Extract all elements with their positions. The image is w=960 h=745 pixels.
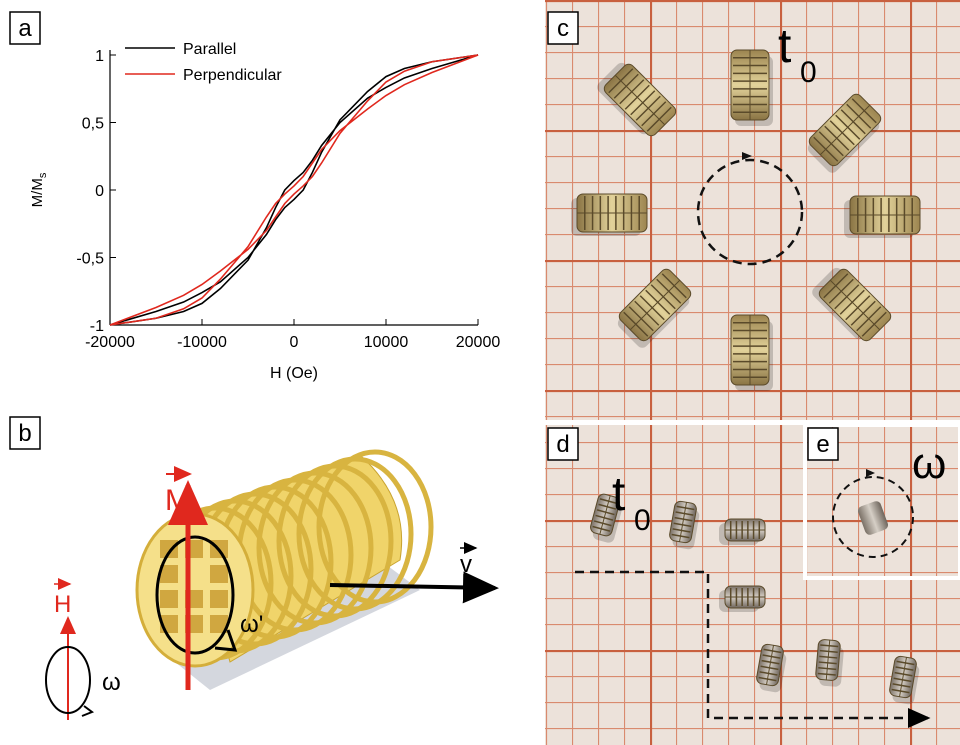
legend-label: Perpendicular [183, 67, 282, 84]
panel-labels: a b c d e [9, 11, 839, 461]
y-tick-label: -1 [90, 318, 104, 335]
cylinder [590, 493, 622, 543]
panel-label: d [556, 431, 569, 458]
panel-label: a [18, 15, 32, 42]
hysteresis-curve [109, 54, 479, 326]
panel-label-box [547, 11, 579, 45]
x-axis-label: H (Oe) [270, 365, 318, 382]
field-label: H [54, 591, 71, 618]
x-tick-label: -10000 [177, 334, 227, 351]
y-axis-label-sub: s [37, 172, 49, 178]
x-tick-label: -20000 [85, 334, 135, 351]
y-tick-label: -0,5 [76, 251, 104, 268]
cylinder [844, 195, 921, 238]
cylinder [889, 655, 920, 705]
magnetization-label: M [165, 484, 190, 517]
cylinder [669, 500, 700, 550]
photo-c: t 0 [545, 0, 960, 420]
time-label: t [612, 468, 625, 521]
diagram-b: M ω' v H ω [45, 449, 499, 720]
cylinder [571, 193, 648, 236]
cylinder [617, 268, 692, 348]
omega-prime-label: ω' [240, 611, 263, 638]
panel-label-box [9, 416, 41, 450]
omega-label: ω [912, 439, 946, 488]
time-label: t [778, 20, 791, 73]
cylinder [815, 639, 844, 687]
x-tick-label: 0 [290, 334, 299, 351]
cylinder [730, 314, 773, 391]
x-tick-label: 10000 [364, 334, 409, 351]
panel-label-box [807, 427, 839, 461]
time-subscript: 0 [800, 56, 817, 89]
cylinder [730, 49, 773, 126]
y-tick-label: 0,5 [82, 116, 104, 133]
panel-label-box [9, 11, 41, 45]
panel-label: c [557, 15, 569, 42]
cylinder [719, 518, 766, 545]
panel-label-box [547, 427, 579, 461]
chart: -1 -0,5 0 0,5 1 -20000 -10000 0 10000 20000 H (Oe)… [29, 41, 500, 382]
hysteresis-curve [109, 54, 479, 326]
panel-label: b [18, 420, 31, 447]
cylinder [756, 643, 787, 693]
legend-label: Parallel [183, 41, 236, 58]
cylinder [807, 93, 882, 173]
cylinder [597, 62, 677, 137]
y-tick-label: 1 [95, 48, 104, 65]
photo-d: t 0 [545, 425, 960, 745]
y-axis-label: M/Ms [29, 172, 49, 207]
velocity-label: v [460, 551, 472, 578]
cylinder [812, 267, 892, 342]
omega-label: ω [102, 669, 121, 696]
panel-label: e [816, 431, 829, 458]
y-tick-label: 0 [95, 183, 104, 200]
time-subscript: 0 [634, 504, 651, 537]
x-tick-label: 20000 [456, 334, 501, 351]
cylinder [719, 585, 766, 612]
y-axis-label-main: M/M [29, 178, 46, 207]
photo-e: ω [803, 423, 960, 580]
